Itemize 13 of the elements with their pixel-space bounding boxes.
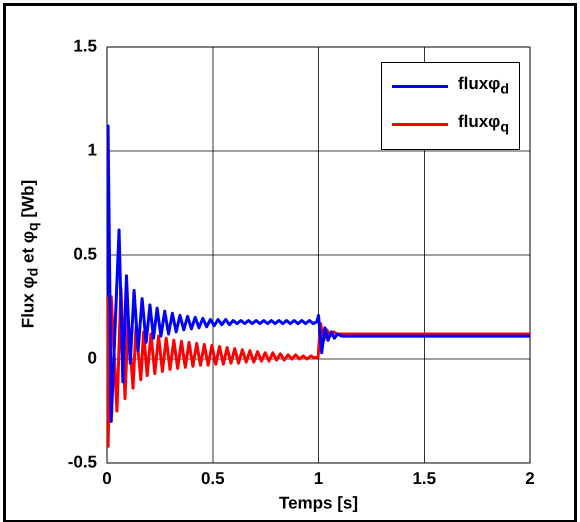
x-tick-label: 1.5 xyxy=(412,468,436,488)
legend-label: fluxφ$_{d}$ xyxy=(458,74,509,98)
legend-label: fluxφ$_{q}$ xyxy=(458,112,509,136)
x-tick-label: 1 xyxy=(314,468,324,488)
x-tick-label: 0.5 xyxy=(200,468,225,488)
y-tick-label: -0.5 xyxy=(68,452,97,472)
x-tick-label: 2 xyxy=(525,468,535,488)
y-tick-label: 1 xyxy=(88,140,97,160)
y-tick-label: 1.5 xyxy=(73,36,97,56)
y-tick-label: 0.5 xyxy=(73,244,97,264)
x-tick-label: 0 xyxy=(102,468,112,488)
y-tick-label: 0 xyxy=(88,348,97,368)
x-axis-title: Temps [s] xyxy=(278,493,358,512)
